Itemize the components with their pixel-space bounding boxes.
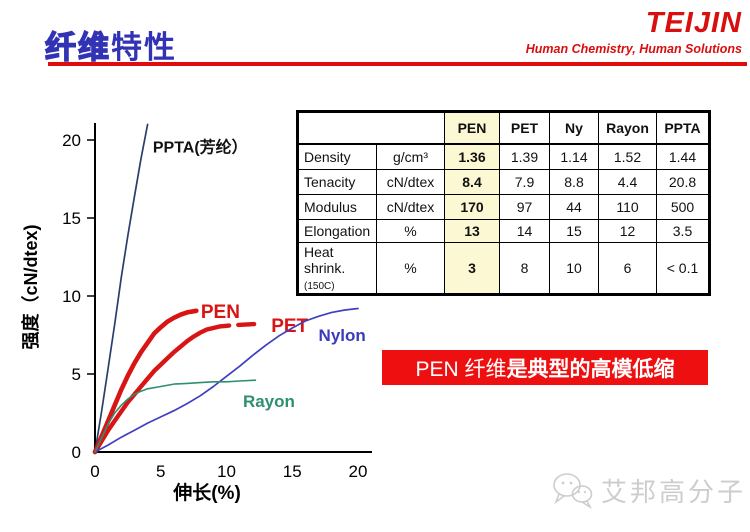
row-unit: cN/dtex (376, 168, 445, 195)
series-label-rayon: Rayon (243, 392, 295, 411)
cell-rayon: 110 (598, 193, 657, 220)
row-label: Elongation (297, 218, 377, 243)
y-tick-label: 20 (62, 131, 81, 150)
table-row: Heat shrink.(150C)% 3 8 10 6 < 0.1 (297, 241, 710, 295)
banner-text-light: PEN 纤维 (415, 357, 507, 381)
cell-pen: 3 (444, 241, 500, 295)
cell-pet: 8 (499, 241, 550, 295)
page-title-solid-part: 特性 (111, 30, 177, 65)
fiber-properties-table: PEN PET Ny Rayon PPTA Density g/cm³ 1.36 1.… (296, 110, 711, 296)
x-axis-label: 伸长(%) (172, 481, 241, 504)
table-header-row: PEN PET Ny Rayon PPTA (297, 111, 710, 145)
banner-text-bold: 是典型的高模低缩 (506, 357, 675, 381)
x-tick-label: 20 (349, 462, 368, 481)
row-label: Heat shrink.(150C) (297, 241, 377, 295)
series-label-ppta: PPTA(芳纶） (153, 137, 248, 156)
cell-rayon: 6 (598, 241, 657, 295)
watermark: 艾邦高分子 (551, 470, 746, 510)
row-unit: % (376, 218, 445, 243)
curve-pet (92, 323, 232, 455)
cell-ny: 44 (549, 193, 599, 220)
table-header-ny: Ny (549, 111, 599, 145)
row-unit: g/cm³ (376, 143, 445, 170)
cell-pet: 97 (499, 193, 550, 220)
table-row: Elongation% 13 14 15 12 3.5 (297, 218, 710, 243)
wechat-icon (553, 473, 593, 510)
curve-pen (92, 308, 199, 455)
cell-rayon: 4.4 (598, 168, 657, 195)
y-tick-label: 0 (72, 443, 81, 462)
cell-pet: 14 (499, 218, 550, 243)
x-tick-label: 10 (217, 462, 236, 481)
curve-rayon (94, 379, 257, 453)
watermark-text: 艾邦高分子 (601, 476, 747, 507)
cell-ppta: 1.44 (656, 143, 710, 170)
cell-pet: 1.39 (499, 143, 550, 170)
cell-rayon: 1.52 (598, 143, 657, 170)
series-label-pen: PEN (201, 302, 240, 323)
logo-block: TEIJIN Human Chemistry, Human Solutions (525, 7, 742, 57)
page-title-outline-part: 纤维 (44, 29, 111, 65)
strength-elongation-chart: 0 5 10 15 20 0 5 10 15 20 PPTA(芳纶） PEN PET Nylon Rayon… (20, 95, 405, 520)
cell-ny: 10 (549, 241, 599, 295)
cell-rayon: 12 (598, 218, 657, 243)
curve-ppta (94, 123, 149, 453)
table-header-pet: PET (499, 111, 550, 145)
cell-ny: 15 (549, 218, 599, 243)
page-title: 纤维特性 (44, 22, 177, 67)
row-label: Tenacity (297, 168, 377, 195)
cell-ppta: < 0.1 (656, 241, 710, 295)
x-tick-label: 0 (90, 462, 99, 481)
curve-end-dash-pet (236, 321, 257, 328)
cell-ppta: 500 (656, 193, 710, 220)
table-row: Tenacity cN/dtex 8.4 7.9 8.8 4.4 20.8 (297, 168, 710, 195)
cell-ppta: 3.5 (656, 218, 710, 243)
table-header-pen: PEN (444, 111, 500, 145)
cell-pen: 13 (444, 218, 500, 243)
series-label-pet: PET (271, 316, 308, 337)
y-tick-label: 10 (62, 287, 81, 306)
cell-pen: 8.4 (444, 168, 500, 195)
table-row: Modulus cN/dtex 170 97 44 110 500 (297, 193, 710, 220)
row-label-note: (150C) (304, 280, 335, 292)
teijin-logo: TEIJIN (645, 7, 742, 39)
cell-ppta: 20.8 (656, 168, 710, 195)
curve-nylon (94, 307, 359, 453)
table-header-rayon: Rayon (598, 111, 657, 145)
cell-pet: 7.9 (499, 168, 550, 195)
cell-pen: 1.36 (444, 143, 500, 170)
chart-svg: 0 5 10 15 20 0 5 10 15 20 PPTA(芳纶） PEN PET Nylon Rayon… (20, 123, 372, 504)
cell-ny: 8.8 (549, 168, 599, 195)
cell-ny: 1.14 (549, 143, 599, 170)
table-header-ppta: PPTA (656, 111, 710, 145)
series-label-nylon: Nylon (319, 326, 366, 345)
table-header-blank (297, 111, 445, 145)
y-axis-label: 强度（cN/dtex) (20, 224, 41, 349)
y-tick-label: 5 (72, 365, 81, 384)
row-label: Density (297, 143, 377, 170)
row-label: Modulus (297, 193, 377, 220)
row-unit: cN/dtex (376, 193, 445, 220)
x-tick-label: 5 (156, 462, 165, 481)
y-tick-label: 15 (62, 209, 81, 228)
table-row: Density g/cm³ 1.36 1.39 1.14 1.52 1.44 (297, 143, 710, 170)
logo-tagline: Human Chemistry, Human Solutions (525, 42, 742, 57)
x-tick-label: 15 (283, 462, 302, 481)
cell-pen: 170 (444, 193, 500, 220)
pen-summary-banner: PEN 纤维 是典型的高模低缩 (382, 350, 708, 385)
header-rule (48, 62, 747, 66)
row-unit: % (376, 241, 445, 295)
